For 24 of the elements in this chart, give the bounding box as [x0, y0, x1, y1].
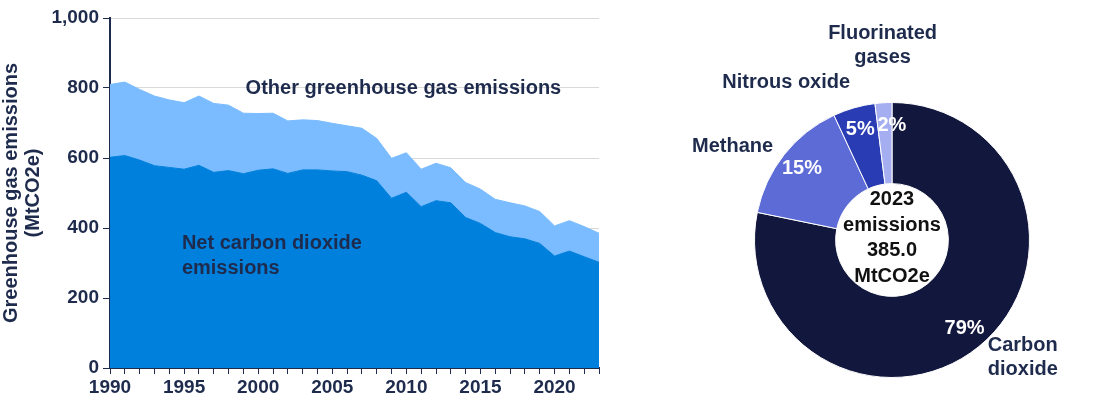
y-tick-label: 400 — [67, 216, 99, 238]
x-tick-label: 1990 — [88, 375, 132, 397]
slice-label: Fluorinated gases — [828, 21, 938, 68]
y-tick-label: 800 — [67, 76, 99, 98]
data-label: 15% — [781, 156, 823, 179]
x-tick-label: 1995 — [162, 375, 206, 397]
x-tick-label: 2020 — [533, 375, 576, 397]
y-tick-label: 200 — [67, 286, 99, 308]
x-tick-label: 2005 — [311, 375, 354, 397]
x-tick-label: 2015 — [459, 375, 503, 397]
y-tick-label: 600 — [67, 146, 99, 168]
x-tick-label: 2010 — [385, 375, 428, 397]
y-axis-title: Greenhouse gas emissions (MtCO2e) — [0, 62, 43, 324]
slice-label: Carbon dioxide — [987, 332, 1058, 379]
slice-label: Methane — [692, 133, 774, 156]
data-label: 79% — [944, 316, 985, 339]
data-label: 5% — [845, 117, 875, 140]
series-label: Net carbon dioxide emissions — [181, 230, 362, 278]
x-tick-label: 2000 — [237, 375, 280, 397]
text: 2023 emissions 385.0 MtCO2e — [843, 187, 941, 286]
slice-label: Nitrous oxide — [722, 69, 851, 92]
y-tick-label: 1,000 — [51, 6, 99, 28]
series-label: Other greenhouse gas emissions — [245, 75, 562, 98]
y-tick-label: 0 — [88, 356, 99, 378]
